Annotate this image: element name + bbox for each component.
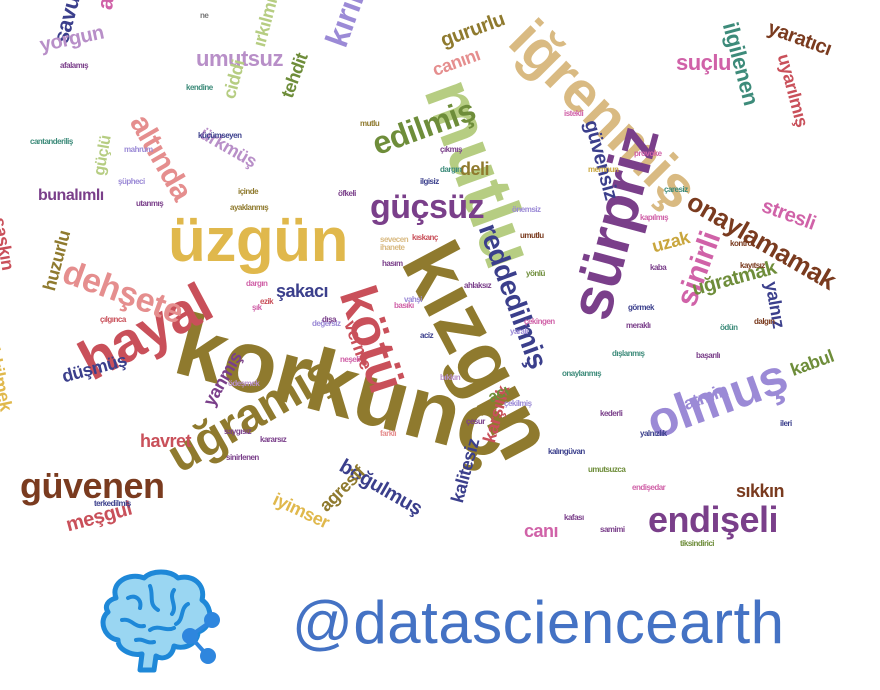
cloud-word: kıskanç (412, 233, 438, 242)
cloud-word: provoke (634, 149, 662, 158)
cloud-word: ödün (720, 323, 738, 332)
cloud-word: memnun (588, 165, 619, 174)
cloud-word: bunalımlı (38, 187, 104, 204)
cloud-word: sevecen (380, 235, 409, 244)
cloud-word: ilgisiz (420, 177, 439, 186)
cloud-word: çılgınca (100, 315, 126, 324)
cloud-word: endişedar (632, 483, 666, 492)
cloud-word: içinde (238, 187, 259, 196)
cloud-word: vahşi (404, 295, 422, 304)
cloud-word: canı (524, 521, 559, 541)
cloud-word: şüpheci (118, 177, 145, 186)
cloud-word: çekingen (524, 317, 555, 326)
cloud-word: çaresiz (664, 185, 688, 194)
cloud-word: kayıtsız (740, 261, 765, 270)
cloud-word: yalnızlık (640, 429, 667, 438)
cloud-word: ahlaksız (464, 281, 492, 290)
cloud-word: ileri (780, 419, 792, 428)
cloud-word: kapılmış (640, 213, 669, 222)
cloud-word: onaylanmış (562, 369, 602, 378)
cloud-word: şık (252, 303, 262, 312)
cloud-word: sinirlenen (226, 453, 259, 462)
cloud-word: güvenen (20, 465, 165, 506)
cloud-word: afalamış (60, 61, 89, 70)
cloud-word: çıkmış (440, 145, 462, 154)
cloud-word: deli (460, 159, 490, 179)
handle-text: @datasciencearth (292, 589, 785, 656)
cloud-word: mahrum (124, 145, 153, 154)
cloud-word: umutsuzca (588, 465, 626, 474)
cloud-word: dalgın (754, 317, 775, 326)
cloud-word: çesur (466, 417, 485, 426)
cloud-word: neşeli (340, 355, 360, 364)
cloud-word: ırkılmış (249, 0, 284, 49)
cloud-word: utanmış (136, 199, 164, 208)
word-cloud: korkunç kızgın mutlu iğrenmiş üzgün sürpriz kö… (0, 0, 841, 548)
cloud-word: yaratıcı (764, 17, 835, 61)
cloud-word: kabul (787, 345, 837, 380)
cloud-word: üzgün (168, 206, 349, 275)
cloud-word: samimi (600, 525, 625, 534)
cloud-word: ödeşmek (228, 379, 260, 388)
cloud-word: kederli (600, 409, 623, 418)
cloud-word: ne (200, 11, 209, 20)
cloud-word: kafası (564, 513, 584, 522)
cloud-word: dargın (246, 279, 268, 288)
cloud-word: mutlu (360, 119, 380, 128)
cloud-word: terkedilmiş (94, 499, 131, 508)
cloud-word: ayaklanmış (230, 203, 269, 212)
cloud-word: değersiz (312, 319, 341, 328)
cloud-word: dışa (322, 315, 337, 324)
cloud-word: suçlu (676, 50, 731, 75)
cloud-word: görmek (628, 303, 654, 312)
cloud-word: umutsuz (196, 46, 283, 71)
cloud-word: şaşkın (0, 215, 19, 272)
brain-network-icon (88, 568, 238, 680)
cloud-word: aciz (420, 331, 434, 340)
cloud-word: dışlanmış (612, 349, 645, 358)
cloud-word: basıkı (394, 301, 414, 310)
cloud-word: kararsız (260, 435, 287, 444)
cloud-word: cantanderiliş (30, 137, 73, 146)
cloud-word: tiksindirici (680, 539, 715, 548)
cloud-word: irkilmek (0, 345, 17, 413)
cloud-word: altında (123, 109, 199, 207)
cloud-word: hasım (382, 259, 403, 268)
cloud-word: yaralı (510, 327, 528, 336)
cloud-word: saygısız (224, 427, 252, 436)
cloud-word: umutlu (520, 231, 544, 240)
cloud-word: güçlü (91, 134, 115, 177)
cloud-word: güçsüz (370, 188, 485, 226)
cloud-word: bıkkın (440, 373, 461, 382)
cloud-word: kontrol (730, 239, 754, 248)
cloud-word: şakacı (276, 281, 329, 301)
cloud-word: kendine (186, 83, 213, 92)
cloud-word: ezik (260, 297, 274, 306)
cloud-word: yorgun (37, 21, 106, 57)
cloud-word: aşağılanmış (92, 0, 134, 11)
cloud-word: uzak (649, 227, 692, 257)
cloud-word: uyarılmış (773, 51, 813, 129)
cloud-word: başarılı (696, 351, 721, 360)
cloud-word: önemsiz (512, 205, 541, 214)
cloud-word: çekilmiş (504, 399, 532, 408)
cloud-word: öfkeli (338, 189, 356, 198)
cloud-word: kalıngüvan (548, 447, 585, 456)
cloud-word: havret (140, 431, 192, 451)
cloud-word: meraklı (626, 321, 651, 330)
cloud-word: küçümseyen (198, 131, 242, 140)
cloud-word: kırıklığına (318, 0, 401, 52)
cloud-word: istekli (564, 109, 584, 118)
cloud-word: farklı (380, 429, 397, 438)
cloud-word: dargın (440, 165, 462, 174)
cloud-word: kaba (650, 263, 667, 272)
cloud-word: yönlü (526, 269, 545, 278)
cloud-word: sıkkın (736, 481, 785, 501)
cloud-word: ihanete (380, 243, 405, 252)
cloud-word: endişeli (648, 499, 779, 540)
